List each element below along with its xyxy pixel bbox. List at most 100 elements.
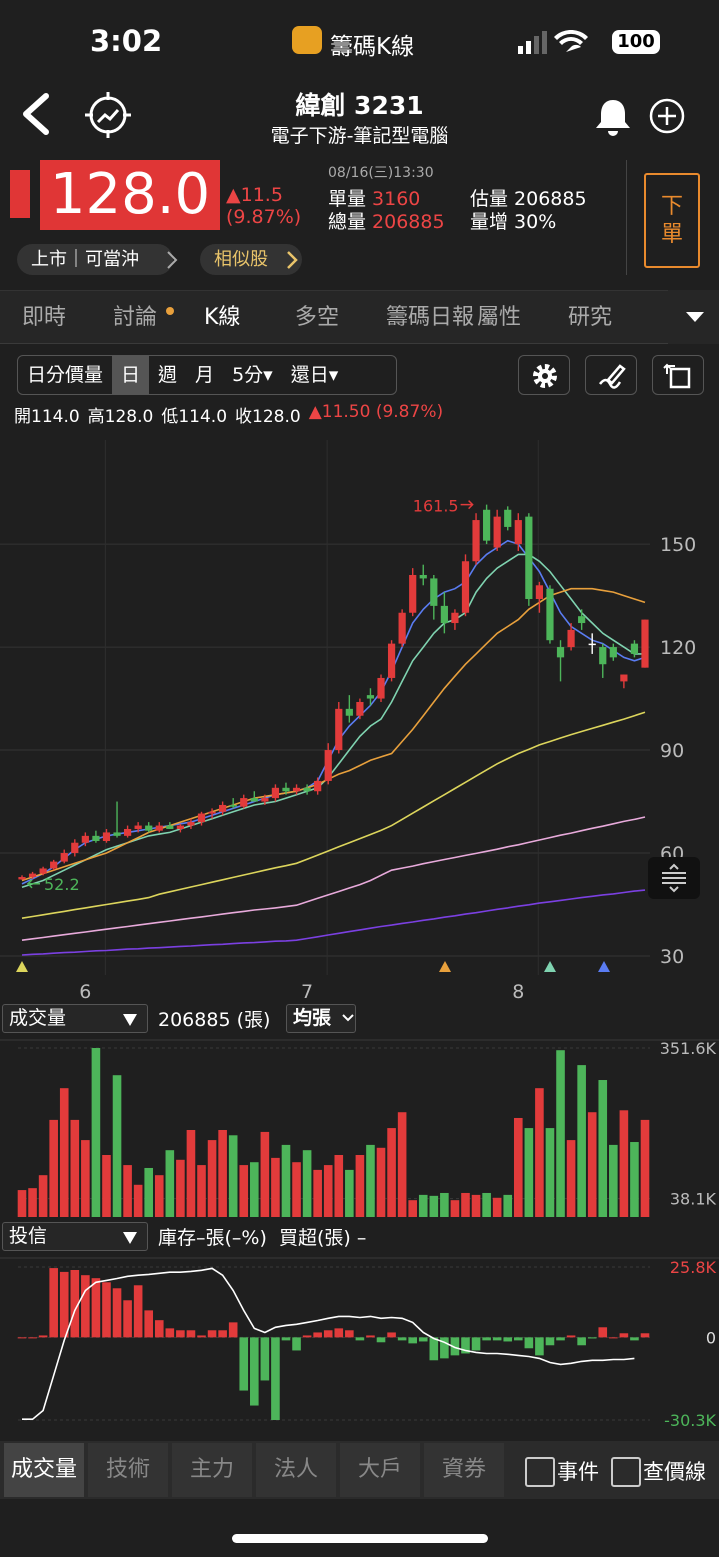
volume-bar — [609, 1144, 618, 1217]
inst-bar — [38, 1335, 48, 1338]
bell-plus[interactable] — [592, 96, 692, 138]
inst-bar — [165, 1328, 175, 1338]
volume-bar — [598, 1080, 608, 1217]
tab[interactable]: 研究 — [568, 305, 613, 330]
volume-bar — [302, 1150, 312, 1217]
inst-bar — [355, 1337, 365, 1341]
volume-bar — [418, 1194, 428, 1217]
y-tick-label: 150 — [660, 534, 696, 556]
bottom-tab[interactable]: 大戶 — [340, 1443, 420, 1497]
inst-bar — [492, 1337, 502, 1341]
bottom-tab[interactable]: 資券 — [424, 1443, 504, 1497]
bottom-tab[interactable]: 主力 — [172, 1443, 252, 1497]
volume-bar — [556, 1050, 565, 1217]
inst-bar — [91, 1278, 101, 1338]
header-icons[interactable] — [18, 92, 138, 140]
volume-bar — [49, 1119, 58, 1217]
candle-body — [166, 825, 174, 829]
quote-field: 總量 206885 — [328, 207, 445, 234]
period-option[interactable]: 5分▾ — [232, 364, 273, 386]
inst-bar — [176, 1330, 185, 1338]
bottom-tab[interactable]: 法人 — [256, 1443, 336, 1497]
volume-bar — [228, 1135, 238, 1217]
candle-body — [335, 708, 343, 751]
status-time: 3:02 — [90, 24, 163, 58]
rotate-button[interactable] — [652, 355, 704, 395]
candle-body — [229, 804, 237, 807]
volume-bar — [482, 1192, 491, 1217]
inst-bar — [376, 1337, 386, 1343]
ohlc-label: 高 — [87, 407, 105, 427]
volume-bar — [81, 1140, 90, 1217]
tab[interactable]: K線 — [204, 305, 241, 330]
volume-bar — [492, 1197, 502, 1217]
y-tick-label: 351.6K — [660, 1039, 717, 1058]
volume-bar — [144, 1167, 154, 1217]
bottom-tab[interactable]: 成交量 — [4, 1443, 84, 1497]
period-option[interactable]: 日 — [112, 356, 150, 394]
period-option[interactable]: 日分價量 — [27, 364, 104, 386]
ohlc-item: 高128.0 — [88, 402, 154, 427]
volume-dropdown[interactable]: 成交量 — [2, 1004, 148, 1033]
volume-bar — [408, 1200, 417, 1217]
event-marker — [16, 961, 28, 972]
candle-body — [240, 798, 248, 807]
volume-bar — [239, 1165, 249, 1217]
order-button[interactable]: 下單 — [644, 173, 700, 268]
ohlc-item: 低114.0 — [161, 402, 227, 427]
volume-bar — [207, 1140, 217, 1217]
candle-body — [271, 787, 280, 799]
volume-bar — [112, 1075, 122, 1217]
inst-bar — [503, 1337, 513, 1342]
bottom-tab[interactable]: 技術 — [88, 1443, 168, 1497]
candle-body — [28, 873, 37, 878]
candle-body — [504, 509, 512, 527]
checkbox[interactable]: 查價線 — [611, 1456, 706, 1487]
candle-body — [60, 853, 68, 862]
candle-body — [39, 868, 47, 874]
field-value: 30% — [514, 211, 557, 233]
tag-pill[interactable]: 上市｜可當沖 — [17, 244, 173, 275]
avg-label: 均張 — [293, 1007, 332, 1029]
candle-body — [440, 605, 448, 624]
inst-dropdown[interactable]: 投信 — [2, 1222, 148, 1251]
volume-bar — [619, 1110, 629, 1217]
inst-bar — [59, 1271, 69, 1338]
volume-bar — [133, 1184, 143, 1217]
tab-more[interactable] — [668, 290, 719, 344]
candle-body — [71, 842, 79, 854]
checkbox[interactable]: 事件 — [525, 1456, 599, 1487]
inst-bar — [630, 1337, 639, 1341]
y-tick-label: -30.3K — [664, 1411, 716, 1430]
period-option[interactable]: 還日▾ — [290, 364, 339, 386]
volume-bar — [429, 1195, 439, 1217]
volume-bar — [292, 1162, 301, 1217]
avg-button[interactable]: 均張 — [286, 1004, 356, 1033]
candle-body — [155, 825, 163, 831]
y-tick-label: 25.8K — [670, 1258, 717, 1277]
tab[interactable]: 籌碼日報 — [386, 305, 475, 330]
legend-entry: 買超(張) – — [278, 1227, 367, 1249]
event-marker — [544, 961, 556, 972]
inst-bar — [70, 1270, 80, 1338]
tab[interactable]: 討論 — [91, 291, 182, 343]
tab[interactable]: 屬性 — [477, 305, 522, 330]
settings-button[interactable] — [518, 355, 570, 395]
candle-body — [261, 798, 269, 802]
volume-bar — [17, 1190, 27, 1217]
ohlc-label: 收 — [235, 407, 253, 427]
field-label: 單量 — [328, 188, 367, 210]
candle-body — [356, 701, 364, 716]
tag-pill[interactable]: 相似股 — [200, 244, 302, 275]
volume-bar — [587, 1112, 597, 1217]
period-option[interactable]: 月 — [195, 364, 215, 386]
period-option[interactable]: 週 — [158, 364, 178, 386]
field-value: 206885 — [514, 188, 587, 210]
tab[interactable]: 即時 — [22, 305, 67, 330]
inst-bar — [302, 1335, 312, 1338]
panel-resize[interactable] — [648, 857, 700, 899]
draw-button[interactable] — [585, 355, 637, 395]
tab[interactable]: 多空 — [295, 305, 340, 330]
candle-body — [113, 832, 121, 836]
